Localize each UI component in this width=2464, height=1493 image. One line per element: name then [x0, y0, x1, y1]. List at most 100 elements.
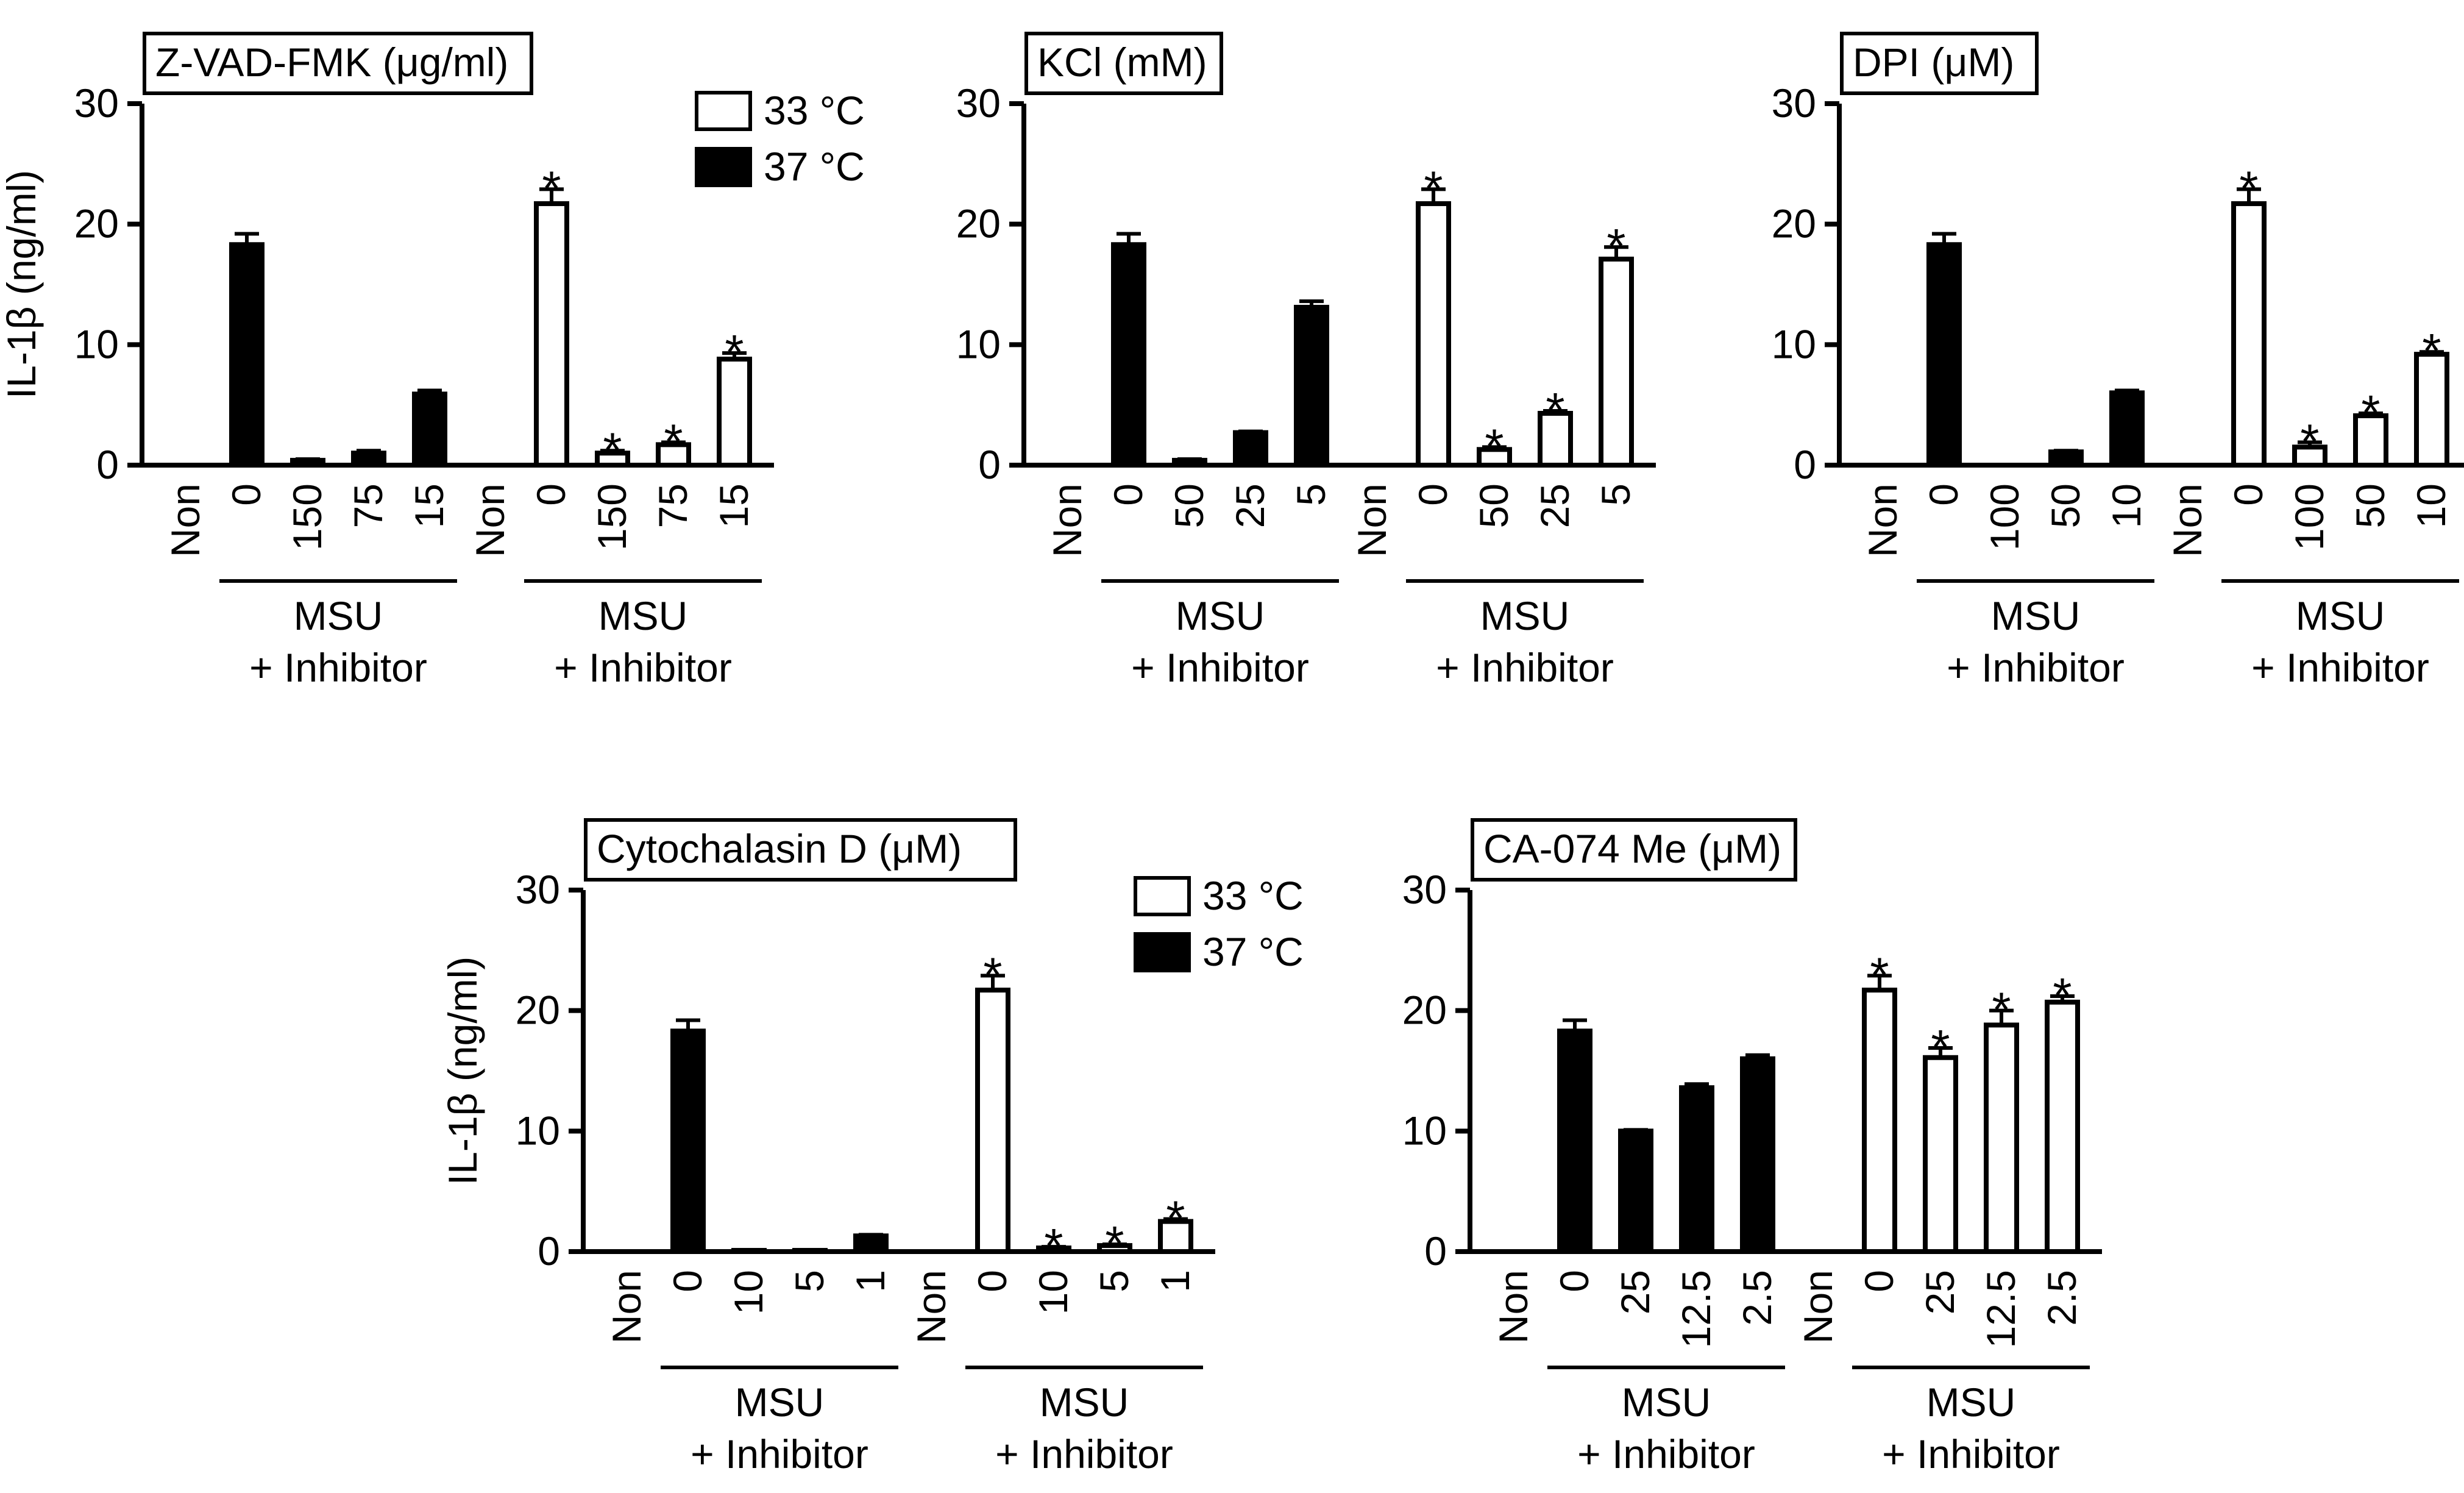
panel-title-frame — [1471, 818, 1797, 882]
panel-title: Z-VAD-FMK (μg/ml) — [155, 40, 508, 85]
y-tick-label: 30 — [1772, 80, 1816, 126]
y-tick-label: 20 — [956, 201, 1001, 246]
x-tick-label: 0 — [1552, 1270, 1597, 1292]
chart-panel-1: KCl (mM) 0 10 20 30 Non 0 50 25 5 Non * 0 * 50 * 25 * 5 MSU… — [956, 32, 1656, 690]
x-tick-label: Non — [1491, 1270, 1536, 1344]
significance-star: * — [603, 422, 622, 477]
x-tick-label: 10 — [1031, 1270, 1076, 1314]
x-tick-label: 10 — [2104, 483, 2149, 528]
x-tick-label: 1 — [848, 1270, 893, 1292]
x-tick-label: 0 — [528, 483, 573, 506]
x-tick-label: 0 — [1856, 1270, 1901, 1292]
x-tick-label: 50 — [1471, 483, 1516, 528]
bar — [290, 458, 325, 468]
bar — [2353, 413, 2388, 468]
legend-label: 37 °C — [764, 144, 865, 189]
bar — [412, 391, 447, 468]
bar — [2109, 390, 2145, 468]
y-tick-label: 10 — [956, 321, 1001, 366]
x-tick-label: 1 — [1152, 1270, 1198, 1292]
chart-panel-0: Z-VAD-FMK (μg/ml) 0 10 20 30 IL-1β (ng/ml) Non… — [0, 32, 865, 690]
group-label-line1: MSU — [598, 593, 688, 638]
bar — [1233, 430, 1268, 468]
y-tick-label: 20 — [74, 201, 119, 246]
significance-star: * — [2239, 161, 2258, 215]
panel-title-box: DPI (μM) — [1840, 32, 2039, 95]
bar — [1740, 1056, 1775, 1254]
y-tick-label: 20 — [1772, 201, 1816, 246]
bar — [1926, 242, 1962, 468]
bar — [1679, 1085, 1714, 1254]
x-tick-label: 12.5 — [1978, 1270, 2023, 1348]
y-tick-label: 20 — [516, 988, 560, 1033]
x-tick-label: Non — [604, 1270, 649, 1344]
bar — [1111, 242, 1146, 468]
x-tick-label: 150 — [589, 483, 634, 551]
chart-panel-4: CA-074 Me (μM) 0 10 20 30 Non 0 25 12.5 2.5 Non * 0 *… — [1402, 818, 2102, 1477]
y-tick-label: 0 — [1424, 1228, 1447, 1274]
significance-star: * — [542, 161, 561, 215]
x-tick-label: 75 — [650, 483, 695, 528]
group-label-line2: + Inhibitor — [2251, 645, 2429, 690]
x-tick-label: 0 — [1410, 483, 1455, 506]
significance-star: * — [983, 947, 1002, 1002]
significance-star: * — [2053, 968, 2072, 1022]
legend-label: 33 °C — [1202, 873, 1304, 918]
bar — [1557, 1028, 1592, 1255]
group-label-line1: MSU — [2296, 593, 2385, 638]
bar — [1984, 1022, 2019, 1255]
y-tick-label: 30 — [956, 80, 1001, 126]
significance-star: * — [1424, 161, 1443, 215]
panel-title-box: KCl (mM) — [1024, 32, 1223, 95]
group-label-line1: MSU — [294, 593, 383, 638]
bar — [351, 451, 386, 468]
x-tick-label: 0 — [1921, 483, 1966, 506]
significance-star: * — [1870, 947, 1889, 1002]
group-label-line2: + Inhibitor — [1947, 645, 2125, 690]
y-tick-label: 10 — [1772, 321, 1816, 366]
legend: 33 °C 37 °C — [695, 88, 865, 189]
panel-title-frame — [584, 818, 1017, 882]
significance-star: * — [2361, 385, 2380, 440]
bar — [1294, 305, 1329, 468]
y-tick-label: 0 — [978, 442, 1001, 487]
x-tick-label: 50 — [1166, 483, 1212, 528]
panel-title: Cytochalasin D (μM) — [597, 826, 962, 871]
y-tick-label: 30 — [1402, 867, 1447, 912]
y-tick-label: 10 — [516, 1108, 560, 1153]
significance-star: * — [1992, 983, 2011, 1037]
panel-title-frame — [143, 32, 533, 95]
chart-panel-2: DPI (μM) 0 10 20 30 Non 0 100 50 10 Non * 0 * 100 * 50 * 1… — [1772, 32, 2464, 690]
bar — [731, 1248, 767, 1255]
significance-star: * — [664, 414, 683, 468]
significance-star: * — [1546, 383, 1564, 437]
bar — [2231, 201, 2267, 468]
bar — [1923, 1055, 1958, 1255]
x-tick-label: 0 — [224, 483, 269, 506]
significance-star: * — [2300, 414, 2319, 468]
bar — [2045, 999, 2080, 1254]
x-tick-label: Non — [163, 483, 208, 557]
significance-star: * — [1166, 1191, 1185, 1245]
panel-title-box: Z-VAD-FMK (μg/ml) — [143, 32, 533, 95]
bar — [1862, 988, 1897, 1255]
bar — [2048, 449, 2084, 468]
x-tick-label: 25 — [1532, 483, 1577, 528]
significance-star: * — [1105, 1216, 1124, 1270]
x-tick-label: Non — [1795, 1270, 1841, 1344]
group-label-line2: + Inhibitor — [1436, 645, 1614, 690]
group-label-line1: MSU — [1926, 1380, 2016, 1425]
x-tick-label: Non — [1045, 483, 1090, 557]
group-label-line2: + Inhibitor — [1577, 1431, 1755, 1477]
bar — [1172, 458, 1207, 468]
legend-swatch — [1134, 932, 1191, 972]
significance-star: * — [1607, 219, 1625, 273]
group-label-line2: + Inhibitor — [249, 645, 427, 690]
x-tick-label: 15 — [711, 483, 756, 528]
significance-star: * — [1044, 1219, 1063, 1273]
x-tick-label: 12.5 — [1674, 1270, 1719, 1348]
x-tick-label: Non — [2165, 483, 2210, 557]
x-tick-label: 75 — [346, 483, 391, 528]
